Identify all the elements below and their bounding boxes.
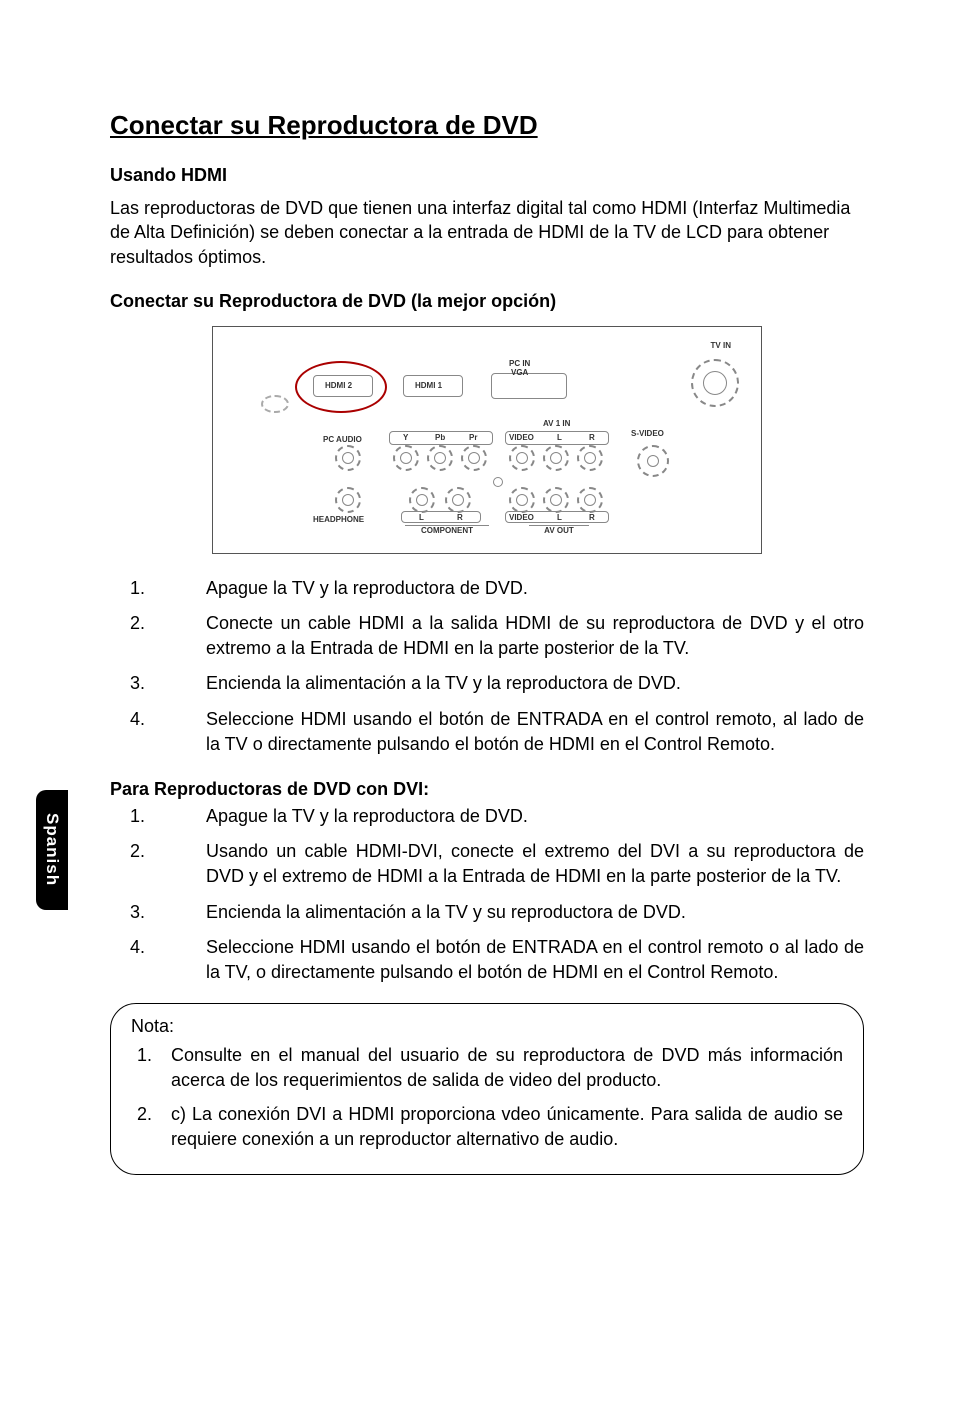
label-av1in: AV 1 IN [543,419,570,428]
jack-headphone [335,487,361,513]
jack-pc-audio [335,445,361,471]
step-text: Conecte un cable HDMI a la salida HDMI d… [206,611,864,661]
label-y: Y [403,433,408,442]
label-pc-audio: PC AUDIO [323,435,362,444]
step-num: 1. [110,576,206,601]
step-num: 4. [110,935,206,985]
label-headphone: HEADPHONE [313,515,364,524]
dvi-heading: Para Reproductoras de DVD con DVI: [110,779,864,800]
jack-svideo [637,445,669,477]
step-num: 3. [110,671,206,696]
step-num: 1. [110,804,206,829]
note-num: 1. [131,1043,171,1093]
list-item: 2.Conecte un cable HDMI a la salida HDMI… [110,611,864,661]
label-pb: Pb [435,433,445,442]
dot-icon [493,477,503,487]
step-text: Usando un cable HDMI-DVI, conecte el ext… [206,839,864,889]
label-avout: AV OUT [529,525,589,535]
label-comp-l: L [419,513,424,522]
label-r-1: R [589,433,595,442]
steps-list-1: 1.Apague la TV y la reproductora de DVD.… [110,576,864,757]
step-num: 3. [110,900,206,925]
jack-video-1 [509,445,535,471]
step-text: Apague la TV y la reproductora de DVD. [206,804,864,829]
step-text: Seleccione HDMI usando el botón de ENTRA… [206,707,864,757]
side-tab-label: Spanish [42,813,62,886]
note-text: c) La conexión DVI a HDMI proporciona vd… [171,1102,843,1152]
jack-l-2 [543,487,569,513]
jack-l-1 [543,445,569,471]
group-component-bottom [401,511,481,523]
step-num: 4. [110,707,206,757]
label-component: COMPONENT [405,525,489,535]
list-item: 1.Apague la TV y la reproductora de DVD. [110,576,864,601]
side-tab: Spanish [36,790,68,910]
section-heading: Conectar su Reproductora de DVD (la mejo… [110,291,864,312]
step-num: 2. [110,839,206,889]
jack-r-1 [577,445,603,471]
step-text: Apague la TV y la reproductora de DVD. [206,576,864,601]
port-tv-in [691,359,739,407]
note-text: Consulte en el manual del usuario de su … [171,1043,843,1093]
label-video-2: VIDEO [509,513,534,522]
note-list: 1.Consulte en el manual del usuario de s… [131,1043,843,1152]
jack-pb [427,445,453,471]
subtitle: Usando HDMI [110,165,864,186]
list-item: 4.Seleccione HDMI usando el botón de ENT… [110,935,864,985]
label-pc-in: PC IN VGA [509,359,530,377]
label-comp-r: R [457,513,463,522]
intro-text: Las reproductoras de DVD que tienen una … [110,196,864,269]
page-title: Conectar su Reproductora de DVD [110,110,864,141]
label-video-1: VIDEO [509,433,534,442]
jack-y [393,445,419,471]
jack-comp-r [445,487,471,513]
label-l-1: L [557,433,562,442]
list-item: 3.Encienda la alimentación a la TV y la … [110,671,864,696]
step-num: 2. [110,611,206,661]
diagram-container: TV IN HDMI 2 HDMI 1 PC IN VGA PC AUDIO Y… [110,326,864,554]
step-text: Seleccione HDMI usando el botón de ENTRA… [206,935,864,985]
note-num: 2. [131,1102,171,1152]
label-hdmi1: HDMI 1 [415,381,442,390]
note-title: Nota: [131,1016,843,1037]
step-text: Encienda la alimentación a la TV y la re… [206,671,864,696]
label-r-2: R [589,513,595,522]
list-item: 2.Usando un cable HDMI-DVI, conecte el e… [110,839,864,889]
note-box: Nota: 1.Consulte en el manual del usuari… [110,1003,864,1175]
list-item: 2.c) La conexión DVI a HDMI proporciona … [131,1102,843,1152]
label-svideo: S-VIDEO [631,429,664,438]
connection-diagram: TV IN HDMI 2 HDMI 1 PC IN VGA PC AUDIO Y… [212,326,762,554]
jack-comp-l [409,487,435,513]
jack-video-2 [509,487,535,513]
list-item: 1.Apague la TV y la reproductora de DVD. [110,804,864,829]
list-item: 4.Seleccione HDMI usando el botón de ENT… [110,707,864,757]
label-tv-in: TV IN [711,341,731,350]
list-item: 1.Consulte en el manual del usuario de s… [131,1043,843,1093]
label-l-2: L [557,513,562,522]
highlight-circle-icon [295,361,387,413]
edge-shape-icon [261,395,289,413]
label-pr: Pr [469,433,477,442]
list-item: 3.Encienda la alimentación a la TV y su … [110,900,864,925]
steps-list-2: 1.Apague la TV y la reproductora de DVD.… [110,804,864,985]
jack-pr [461,445,487,471]
jack-r-2 [577,487,603,513]
step-text: Encienda la alimentación a la TV y su re… [206,900,864,925]
